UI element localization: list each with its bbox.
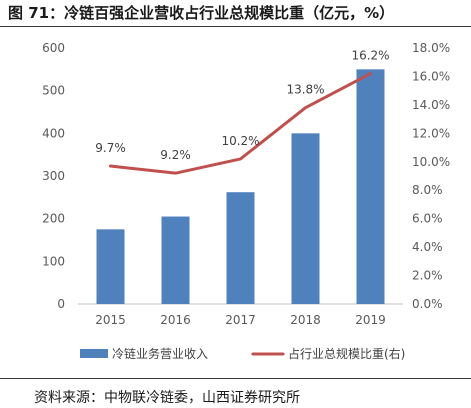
y-right-tick-label: 8.0% bbox=[412, 183, 443, 197]
y-left-tick-label: 400 bbox=[42, 126, 65, 140]
y-right-tick-label: 14.0% bbox=[412, 98, 450, 112]
y-right-tick-label: 16.0% bbox=[412, 69, 450, 83]
y-left-tick-label: 300 bbox=[42, 169, 65, 183]
bar bbox=[291, 133, 320, 304]
y-left-tick-label: 0 bbox=[57, 297, 65, 311]
legend-label-line: 占行业总规模比重(右) bbox=[288, 346, 405, 361]
x-tick-label: 2016 bbox=[160, 313, 191, 327]
y-right-tick-label: 4.0% bbox=[412, 240, 443, 254]
bar bbox=[226, 192, 255, 304]
combo-chart: 0 100 200 300 400 500 600 0.0% 2.0% 4.0% 6.0% 8.0% 1… bbox=[42, 41, 450, 361]
legend-label-bar: 冷链业务营业收入 bbox=[112, 346, 208, 361]
line-data-label: 9.2% bbox=[160, 148, 191, 162]
y-right-tick-label: 10.0% bbox=[412, 155, 450, 169]
bottom-divider bbox=[0, 378, 471, 379]
x-tick-label: 2015 bbox=[95, 313, 126, 327]
x-tick-label: 2017 bbox=[225, 313, 256, 327]
y-left-tick-label: 100 bbox=[42, 254, 65, 268]
x-tick-label: 2019 bbox=[355, 313, 386, 327]
y-left-tick-label: 600 bbox=[42, 41, 65, 55]
line-data-label: 16.2% bbox=[351, 49, 389, 63]
y-right-tick-label: 2.0% bbox=[412, 269, 443, 283]
line-data-label: 9.7% bbox=[95, 141, 126, 155]
y-right-tick-label: 0.0% bbox=[412, 297, 443, 311]
y-left-tick-label: 500 bbox=[42, 84, 65, 98]
x-tick-label: 2018 bbox=[290, 313, 321, 327]
y-right-tick-label: 12.0% bbox=[412, 126, 450, 140]
legend-swatch-bar bbox=[80, 349, 108, 358]
line-data-label: 10.2% bbox=[221, 134, 259, 148]
bar bbox=[96, 229, 125, 304]
line-series bbox=[109, 72, 372, 175]
bar bbox=[161, 216, 190, 304]
line-data-label: 13.8% bbox=[286, 83, 324, 97]
y-right-tick-label: 6.0% bbox=[412, 212, 443, 226]
figure-title: 图 71：冷链百强企业营收占行业总规模比重（亿元，%） bbox=[8, 4, 395, 22]
y-right-tick-label: 18.0% bbox=[412, 41, 450, 55]
source-note: 资料来源：中物联冷链委，山西证券研究所 bbox=[34, 390, 300, 406]
y-left-tick-label: 200 bbox=[42, 212, 65, 226]
bar bbox=[356, 69, 385, 304]
title-divider bbox=[0, 26, 471, 27]
